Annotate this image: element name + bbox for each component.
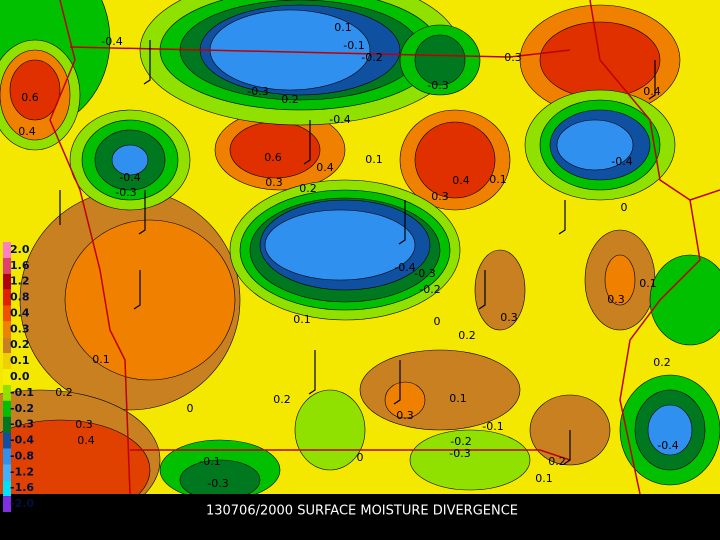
contour-label: -0.1 [482,420,503,433]
wind-barbs [59,40,656,465]
legend-label: 0.0 [10,370,30,383]
legend-swatch [3,496,11,512]
legend-swatch [3,369,11,385]
legend-swatch [3,257,11,274]
legend-label: -2.0 [10,497,34,510]
legend-label: -0.3 [10,418,34,431]
contour-label: 0.1 [365,153,383,166]
contour-label: -0.3 [449,447,470,460]
contour-label: -0.3 [427,79,448,92]
legend-swatch [3,321,11,338]
contour-label: 0.1 [535,472,553,485]
contour-label: 0.4 [18,125,36,138]
contour-label: -0.4 [119,171,140,184]
legend-label: 1.6 [10,259,30,272]
contour-label: 0.4 [77,434,95,447]
contour-label: -0.3 [247,85,268,98]
caption-bar [0,494,720,540]
legend-label: 1.2 [10,275,30,288]
contour-label: 0.3 [396,409,414,422]
legend-swatch [3,464,11,481]
legend-swatch [3,353,11,370]
contour-label: -0.4 [101,35,122,48]
contour-label: -0.1 [343,39,364,52]
legend-swatch [3,400,11,417]
contour-label: 0.1 [92,353,110,366]
contour-label: 0 [621,201,628,214]
caption: 130706/2000 SURFACE MOISTURE DIVERGENCE [206,504,518,519]
contour-label: 0.3 [75,418,93,431]
contour-label: -0.2 [419,283,440,296]
contour-label: 0.2 [548,455,566,468]
contour-label: -0.1 [199,455,220,468]
contour-label: 0 [357,451,364,464]
legend-label: -0.4 [10,434,34,447]
contour-label: -0.3 [115,186,136,199]
borders [49,0,720,495]
legend-label: 2.0 [10,243,30,256]
contour-label: 0.2 [281,93,299,106]
legend-label: 0.4 [10,306,30,319]
contour-label: 0.3 [500,311,518,324]
contour-label: 0.3 [431,190,449,203]
legend-label: -0.8 [10,449,34,462]
legend-label: -1.6 [10,481,34,494]
contour-label: 0.4 [316,161,334,174]
contour-label: 0.4 [643,85,661,98]
contour-label: 0 [434,315,441,328]
contour-label: 0.3 [607,293,625,306]
legend-swatch [3,305,11,322]
contour-label: -0.3 [414,267,435,280]
contour-label: 0.1 [489,173,507,186]
contour-label: -0.4 [611,155,632,168]
contour-label: 0.1 [293,313,311,326]
contour-label: -0.2 [450,435,471,448]
legend-label: -0.2 [10,402,34,415]
contour-label: 0.2 [55,386,73,399]
legend-swatch [3,480,11,497]
contour-label: 0.1 [639,277,657,290]
legend-swatch [3,273,11,290]
contour-label: -0.3 [207,477,228,490]
legend-label: 0.2 [10,338,30,351]
contour-label: 0.1 [449,392,467,405]
contour-label: 0.2 [273,393,291,406]
contour-label: 0.1 [334,21,352,34]
contour-label: 0.2 [458,329,476,342]
contour-label: 0.2 [653,356,671,369]
legend-swatch [3,337,11,354]
contour-label: 0.3 [504,51,522,64]
contour-label: 0.6 [264,151,282,164]
legend-label: -1.2 [10,465,34,478]
legend-swatch [3,289,11,306]
legend-label: -0.1 [10,386,34,399]
legend-swatch [3,432,11,449]
legend-swatch [3,416,11,433]
contour-label: 0.6 [21,91,39,104]
contour-label: 0.2 [299,182,317,195]
contour-label: -0.4 [657,439,678,452]
contour-label: 0 [187,402,194,415]
contour-label: 0.4 [452,174,470,187]
contour-label: -0.4 [329,113,350,126]
legend-label: 0.8 [10,291,30,304]
contour-label: 0.3 [265,176,283,189]
contour-label: -0.4 [394,261,415,274]
legend-label: 0.1 [10,354,30,367]
legend-swatch [3,242,11,258]
legend-swatch [3,384,11,401]
legend-label: 0.3 [10,322,30,335]
legend-swatch [3,448,11,465]
contour-label: -0.2 [361,51,382,64]
